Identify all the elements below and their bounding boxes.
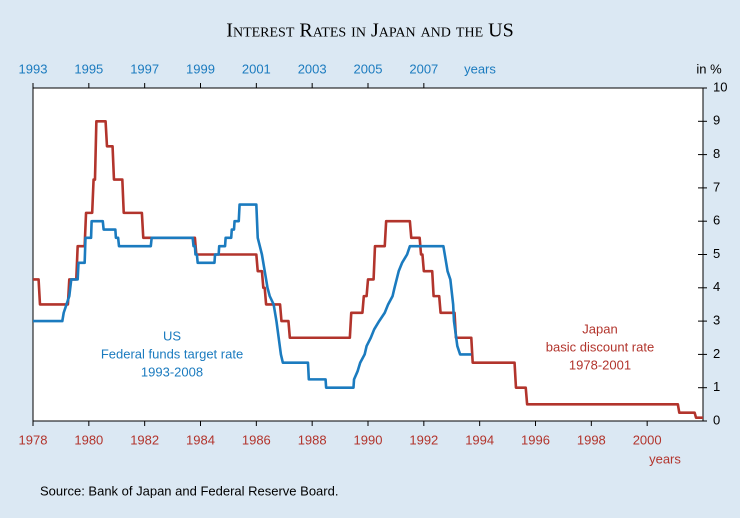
x2-tick-label: 2005 bbox=[354, 61, 383, 76]
x-axis-label: years bbox=[649, 451, 681, 466]
x-tick-label: 1980 bbox=[74, 432, 103, 447]
x-tick-label: 1998 bbox=[577, 432, 606, 447]
x2-tick-label: 2001 bbox=[242, 61, 271, 76]
plot-area bbox=[32, 87, 704, 422]
x-tick-label: 1988 bbox=[298, 432, 327, 447]
series-label: Federal funds target rate bbox=[101, 346, 243, 361]
series-line bbox=[33, 120, 703, 419]
y-tick-label: 6 bbox=[713, 213, 720, 228]
x2-tick-label: 1993 bbox=[19, 61, 48, 76]
x2-tick-label: 1999 bbox=[186, 61, 215, 76]
series-label: basic discount rate bbox=[546, 339, 654, 354]
x-tick-label: 1992 bbox=[409, 432, 438, 447]
x-tick-label: 2000 bbox=[633, 432, 662, 447]
y-tick-label: 3 bbox=[713, 313, 720, 328]
y-tick-label: 8 bbox=[713, 146, 720, 161]
x2-tick-label: 2003 bbox=[298, 61, 327, 76]
x2-tick-label: 1995 bbox=[74, 61, 103, 76]
y-tick-label: 7 bbox=[713, 179, 720, 194]
y-tick-label: 4 bbox=[713, 279, 720, 294]
series-label: 1978-2001 bbox=[569, 357, 631, 372]
y-tick-label: 10 bbox=[713, 79, 727, 94]
x-tick-label: 1994 bbox=[465, 432, 494, 447]
y-tick-label: 1 bbox=[713, 379, 720, 394]
x2-axis-label: years bbox=[464, 61, 496, 76]
series-label: US bbox=[163, 328, 181, 343]
x-tick-label: 1978 bbox=[19, 432, 48, 447]
x-tick-label: 1986 bbox=[242, 432, 271, 447]
series-line bbox=[33, 203, 472, 389]
y-tick-label: 2 bbox=[713, 346, 720, 361]
series-label: 1993-2008 bbox=[141, 364, 203, 379]
chart-title: Interest Rates in Japan and the US bbox=[226, 20, 513, 42]
y-tick-label: 0 bbox=[713, 412, 720, 427]
x2-tick-label: 2007 bbox=[409, 61, 438, 76]
x-tick-label: 1984 bbox=[186, 432, 215, 447]
x-tick-label: 1982 bbox=[130, 432, 159, 447]
y-tick-label: 9 bbox=[713, 113, 720, 128]
x-tick-label: 1996 bbox=[521, 432, 550, 447]
y-tick-label: 5 bbox=[713, 246, 720, 261]
y-axis-label: in % bbox=[696, 61, 722, 76]
source-note: Source: Bank of Japan and Federal Reserv… bbox=[40, 483, 338, 498]
series-label: Japan bbox=[582, 321, 617, 336]
x-tick-label: 1990 bbox=[354, 432, 383, 447]
x2-tick-label: 1997 bbox=[130, 61, 159, 76]
